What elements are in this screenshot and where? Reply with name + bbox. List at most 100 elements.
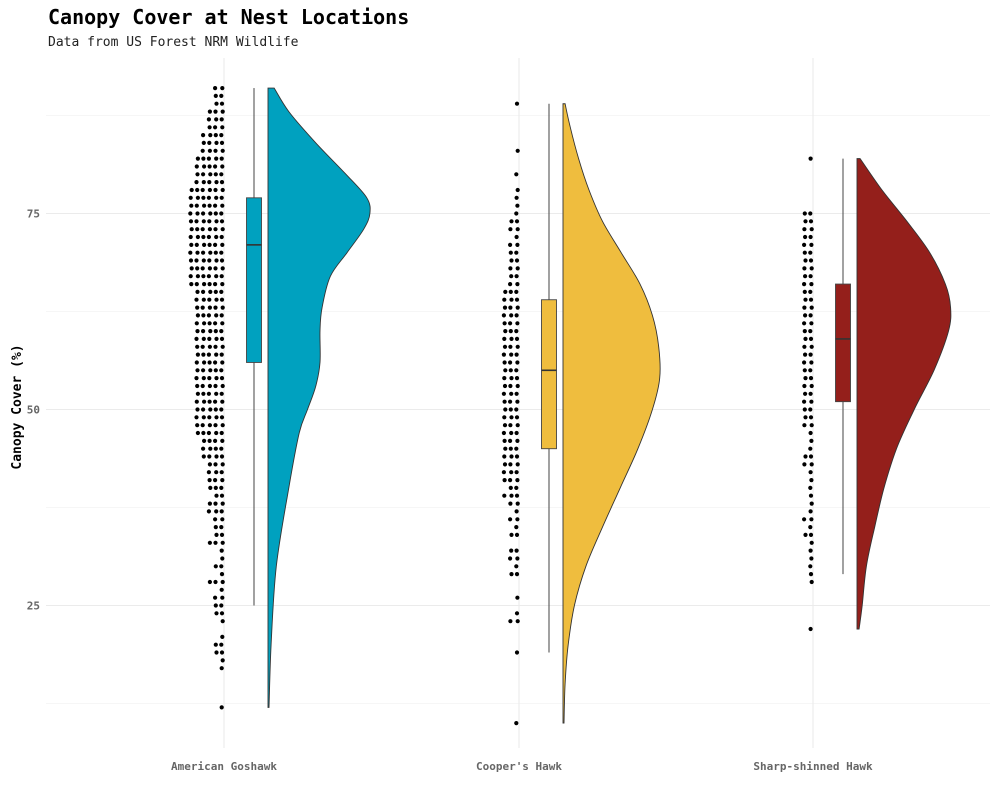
data-point: [194, 282, 199, 287]
data-point: [201, 250, 206, 255]
data-point: [515, 242, 520, 247]
data-point: [213, 423, 218, 428]
axes: 25 50 75 American Goshawk Cooper's Hawk Sharp…: [27, 208, 873, 774]
data-point: [202, 360, 207, 365]
data-point: [207, 376, 212, 381]
data-point: [206, 195, 211, 200]
data-point: [514, 564, 519, 569]
data-point: [514, 493, 520, 498]
data-point: [214, 532, 219, 538]
data-point: [207, 266, 212, 271]
data-point: [201, 172, 206, 177]
data-point: [207, 164, 212, 169]
data-point: [208, 329, 213, 334]
data-point: [195, 250, 200, 255]
data-point: [502, 478, 507, 483]
data-point: [514, 509, 519, 514]
data-point: [214, 336, 219, 341]
data-point: [220, 579, 225, 585]
data-point: [213, 289, 218, 294]
data-point: [514, 289, 519, 294]
data-point: [200, 227, 205, 232]
data-point: [514, 470, 519, 475]
data-point: [220, 556, 225, 561]
data-point: [514, 211, 519, 216]
data-point: [213, 462, 218, 467]
data-point: [206, 470, 211, 475]
data-point: [195, 234, 200, 240]
data-point: [200, 305, 205, 310]
data-point: [802, 329, 807, 334]
data-point: [220, 595, 225, 600]
data-point: [194, 321, 199, 326]
data-point: [213, 133, 218, 138]
data-point: [201, 180, 206, 185]
data-point: [188, 250, 193, 255]
data-point: [219, 336, 225, 341]
data-point: [208, 446, 213, 451]
data-point: [502, 462, 508, 467]
data-point: [509, 391, 514, 396]
data-point: [213, 109, 218, 114]
data-point: [220, 619, 225, 624]
data-point: [219, 195, 224, 200]
data-point: [803, 258, 808, 263]
data-point: [808, 509, 813, 514]
data-point: [808, 446, 813, 451]
data-point: [219, 391, 224, 396]
data-point: [188, 258, 194, 263]
data-point: [220, 383, 225, 389]
data-point: [201, 446, 206, 451]
data-point: [508, 399, 513, 404]
data-point: [809, 478, 814, 483]
data-point: [213, 172, 218, 177]
data-point: [515, 282, 520, 287]
data-point: [802, 242, 807, 247]
data-point: [809, 556, 814, 561]
data-point: [515, 187, 520, 193]
data-point: [220, 423, 225, 428]
data-point: [515, 501, 520, 506]
data-point: [808, 470, 813, 475]
data-point: [220, 399, 225, 404]
data-point: [515, 595, 520, 600]
data-point: [219, 642, 224, 647]
data-point: [189, 227, 194, 232]
data-point: [200, 148, 205, 153]
data-point: [206, 430, 211, 436]
data-point: [219, 407, 224, 412]
data-point: [195, 407, 200, 412]
data-point: [508, 556, 513, 561]
data-point: [802, 517, 807, 522]
data-point: [214, 195, 219, 200]
data-point: [207, 462, 212, 467]
data-point: [219, 219, 225, 224]
data-point: [213, 305, 218, 310]
data-point: [514, 336, 520, 341]
data-point: [802, 211, 807, 216]
data-point: [214, 376, 219, 381]
data-point: [213, 525, 218, 530]
data-point: [208, 407, 213, 412]
data-point: [220, 148, 225, 153]
y-tick-label: 75: [27, 208, 40, 221]
data-point: [808, 376, 814, 381]
data-point: [194, 242, 199, 247]
data-point: [514, 721, 519, 726]
data-point: [213, 250, 218, 255]
data-point: [201, 415, 206, 420]
data-point: [194, 180, 199, 185]
data-point: [501, 430, 506, 436]
data-point: [220, 266, 225, 271]
data-point: [514, 430, 519, 436]
data-point: [194, 297, 199, 302]
data-point: [515, 266, 520, 271]
data-point: [195, 383, 200, 389]
data-point: [207, 336, 212, 341]
data-point: [514, 548, 519, 553]
data-point: [200, 187, 205, 193]
data-point: [808, 548, 813, 553]
data-point: [514, 329, 519, 334]
data-point: [808, 258, 814, 263]
data-point: [808, 211, 813, 216]
